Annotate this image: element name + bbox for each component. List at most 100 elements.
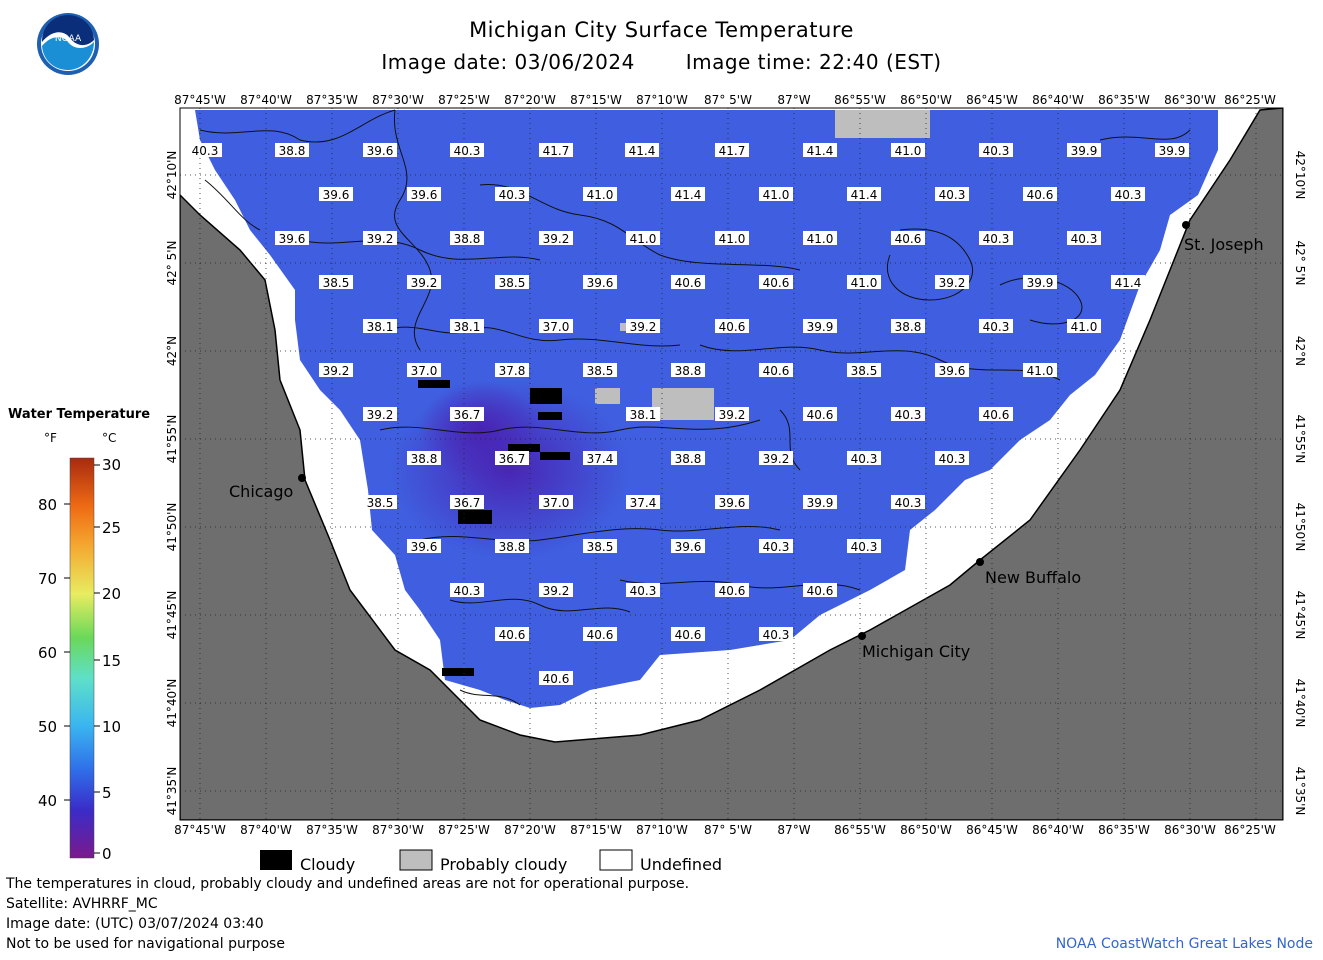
temp-value-label: 41.4 [851,188,878,202]
temp-value-label: 40.3 [851,452,878,466]
temp-label-bg [891,407,925,421]
lat-label: 41°50'N [1293,503,1307,552]
lat-label: 41°55'N [165,415,179,464]
temp-value-label: 40.6 [807,408,834,422]
temp-value-label: 38.1 [630,408,657,422]
temp-value-label: 38.1 [454,320,481,334]
temp-value-label: 37.8 [499,364,526,378]
temp-value-label: 39.2 [367,232,394,246]
temp-label-bg [891,319,925,333]
lon-label: 86°25'W [1224,93,1276,107]
temp-value-label: 40.6 [807,584,834,598]
city-dot-icon [858,632,866,640]
city-markers: Chicago St. Joseph New Buffalo Michigan … [229,221,1264,661]
temp-value-label: 38.8 [499,540,526,554]
temp-value-label: 41.0 [1027,364,1054,378]
temp-value-label: 40.6 [675,276,702,290]
legend-c-tick: 25 [102,519,121,537]
lat-label: 42° 5'N [165,241,179,286]
lon-label: 87°W [777,823,810,837]
lat-label: 41°40'N [1293,679,1307,728]
temp-value-label: 36.7 [454,496,481,510]
lat-label: 42°N [165,336,179,366]
temp-value-label: 39.6 [675,540,702,554]
temp-label-bg [626,583,660,597]
temp-value-label: 38.5 [367,496,394,510]
temp-value-label: 38.8 [895,320,922,334]
lon-label: 87°40'W [240,93,292,107]
temp-value-label: 39.2 [719,408,746,422]
temp-label-bg [495,275,529,289]
temp-value-label: 41.0 [807,232,834,246]
temp-label-bg [847,539,881,553]
temp-label-bg [935,275,969,289]
temp-label-bg [1023,363,1057,377]
temp-label-bg [979,231,1013,245]
temp-label-bg [450,319,484,333]
temp-value-label: 41.0 [895,144,922,158]
temp-value-label: 40.3 [983,232,1010,246]
temp-label-bg [671,451,705,465]
lon-label: 87°45'W [174,823,226,837]
lon-label: 87°10'W [636,823,688,837]
lon-label: 87°25'W [438,93,490,107]
temp-label-bg [495,539,529,553]
temp-value-label: 40.3 [499,188,526,202]
key-label-undefined: Undefined [640,855,722,874]
lat-labels-right: 42°10'N 42° 5'N 42°N 41°55'N 41°50'N 41°… [1293,151,1307,816]
map-title: Michigan City Surface Temperature [469,18,854,42]
temp-label-bg [803,583,837,597]
lat-label: 41°40'N [165,679,179,728]
temp-label-bg [891,231,925,245]
temp-value-label: 37.0 [543,496,570,510]
temp-value-label: 38.1 [367,320,394,334]
map-subtitle: Image date: 03/06/2024 Image time: 22:40… [0,50,1323,74]
temp-value-label: 39.2 [323,364,350,378]
temp-label-bg [495,187,529,201]
legend-tick-marks [64,464,100,854]
temp-value-label: 41.4 [629,144,656,158]
legend-colorbar [69,457,95,859]
lon-label: 87°W [777,93,810,107]
temp-value-label: 40.3 [192,144,219,158]
temp-value-label: 41.0 [630,232,657,246]
legend-f-tick: 70 [38,570,57,588]
lon-label: 86°40'W [1032,823,1084,837]
lon-label: 86°35'W [1098,93,1150,107]
temp-value-label: 39.6 [279,232,306,246]
temp-value-label: 39.2 [367,408,394,422]
cloudy-areas [418,380,570,676]
key-swatch-undefined [599,849,633,871]
temp-label-bg [539,319,573,333]
temp-label-bg [583,187,617,201]
temp-label-bg [715,407,749,421]
temp-value-label: 40.3 [983,144,1010,158]
temp-value-label: 38.5 [323,276,350,290]
temp-label-bg [275,231,309,245]
temp-label-bg [319,275,353,289]
footer-utc-date: Image date: (UTC) 03/07/2024 03:40 [6,916,264,932]
temp-label-bg [495,627,529,641]
lon-labels-top: 87°45'W 87°40'W 87°35'W 87°30'W 87°25'W … [174,93,1276,107]
temp-label-bg [847,187,881,201]
temp-value-label: 40.3 [630,584,657,598]
temp-label-bg [803,495,837,509]
temp-value-label: 39.6 [411,188,438,202]
lon-label: 87°30'W [372,93,424,107]
land-area [180,108,1283,820]
footer-nav-warning: Not to be used for navigational purpose [6,936,285,952]
temp-label-bg [539,231,573,245]
temp-label-bg [803,407,837,421]
lon-label: 86°55'W [834,823,886,837]
temp-label-bg [626,319,660,333]
image-time: Image time: 22:40 (EST) [685,50,942,74]
temp-label-bg [539,495,573,509]
temp-label-bg [803,143,837,157]
temp-label-bg [450,583,484,597]
temp-value-label: 41.4 [807,144,834,158]
temp-value-label: 40.3 [454,144,481,158]
temp-label-bg [626,495,660,509]
temp-value-label: 40.3 [1115,188,1142,202]
temp-label-bg [583,363,617,377]
temp-value-label: 38.8 [675,452,702,466]
